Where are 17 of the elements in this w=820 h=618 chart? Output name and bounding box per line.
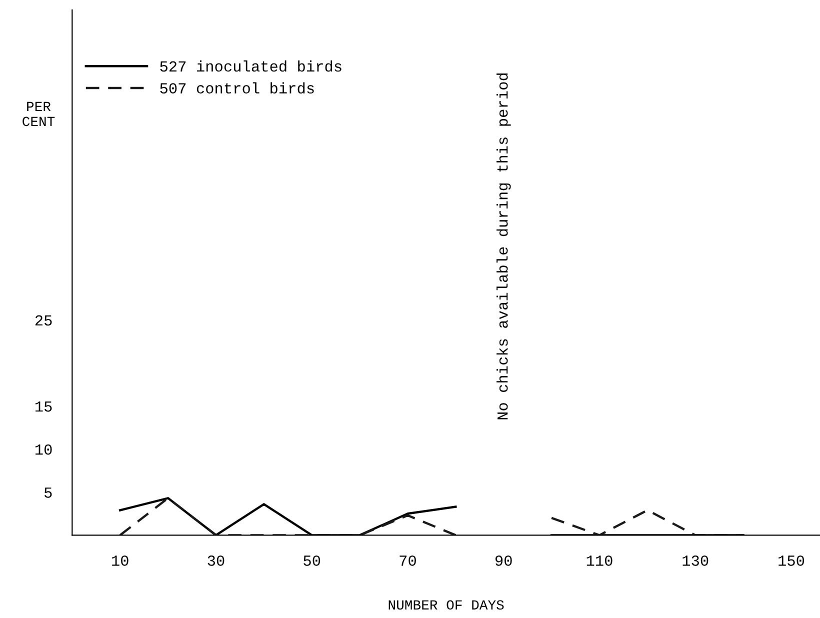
x-axis-title: NUMBER OF DAYS (388, 600, 504, 610)
y-tick-label: 5 (44, 488, 52, 498)
x-tick-label: 70 (400, 555, 416, 566)
x-tick-label: 50 (304, 555, 320, 566)
x-tick-label: 30 (208, 555, 224, 566)
annotation: No chicks available during this period (496, 73, 511, 420)
legend-label: 527 inoculated birds (160, 60, 342, 72)
y-tick-label: 25 (35, 315, 52, 326)
legend-label: 507 control birds (160, 82, 314, 94)
y-tick-label: 15 (35, 401, 52, 412)
x-tick-label: 150 (778, 555, 804, 566)
x-tick-label: 90 (495, 555, 512, 566)
x-tick-label: 10 (112, 555, 128, 566)
y-axis-title: PER CENT (22, 102, 55, 126)
x-tick-label: 130 (682, 555, 708, 566)
y-tick-label: 10 (35, 444, 52, 455)
x-tick-label: 110 (586, 555, 612, 566)
